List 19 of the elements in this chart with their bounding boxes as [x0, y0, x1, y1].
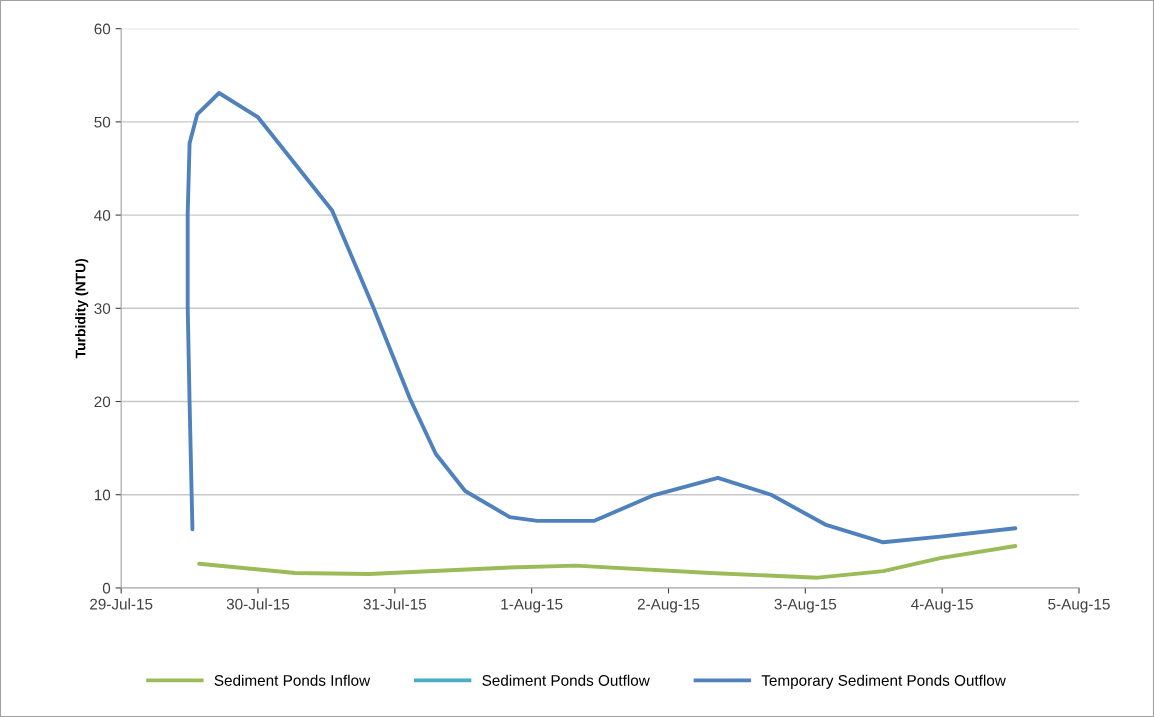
- legend-label: Sediment Ponds Inflow: [214, 674, 371, 686]
- x-tick-label: 31-Jul-15: [363, 598, 427, 610]
- y-tick-label: 10: [94, 489, 111, 501]
- x-tick-label: 1-Aug-15: [501, 598, 563, 613]
- x-tick-label: 29-Jul-15: [90, 598, 153, 610]
- x-tick-label: 5-Aug-15: [1048, 598, 1110, 613]
- y-tick-label: 40: [94, 209, 111, 221]
- y-tick-label: 60: [94, 23, 111, 35]
- y-tick-label: 50: [94, 116, 111, 128]
- x-tick-label: 2-Aug-15: [637, 598, 700, 613]
- y-tick-label: 20: [94, 396, 111, 408]
- legend-label: Temporary Sediment Ponds Outflow: [761, 674, 1006, 689]
- x-tick-label: 3-Aug-15: [774, 598, 837, 613]
- x-tick-label: 4-Aug-15: [911, 598, 973, 613]
- y-tick-label: 0: [102, 582, 111, 594]
- y-tick-label: 30: [94, 303, 111, 314]
- legend-label: Sediment Ponds Outflow: [482, 674, 650, 686]
- y-axis-title: Turbidity (NTU): [75, 258, 89, 359]
- x-tick-label: 30-Jul-15: [226, 598, 290, 610]
